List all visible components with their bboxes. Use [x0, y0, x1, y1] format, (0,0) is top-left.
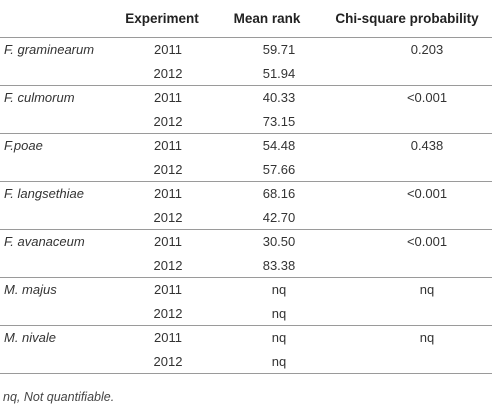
experiment-cell: 2012 [112, 61, 212, 86]
header-chi-square-probability: Chi-square probability [322, 0, 492, 38]
header-row: Experiment Mean rank Chi-square probabil… [0, 0, 492, 38]
mean-rank-cell: 68.16 [262, 186, 296, 202]
species-cell: F. graminearum [4, 42, 95, 58]
experiment-cell: 2012 [112, 253, 212, 278]
species-cell [0, 61, 112, 86]
experiment-cell: 2012 [112, 205, 212, 230]
table-footnote: nq, Not quantifiable. [3, 390, 115, 404]
mean-rank-cell: 40.33 [262, 90, 296, 106]
mean-rank-cell: 42.70 [212, 205, 322, 230]
header-mean-rank: Mean rank [212, 0, 322, 38]
experiment-cell: 2011 [154, 234, 182, 250]
experiment-cell: 2011 [154, 138, 182, 154]
species-cell: F.poae [4, 138, 43, 154]
chi-square-probability-cell: <0.001 [406, 186, 448, 202]
table-row: M. majus 2011 nq nq [0, 278, 492, 302]
experiment-cell: 2012 [112, 349, 212, 374]
mean-rank-cell: 57.66 [212, 157, 322, 182]
table-row: 2012 51.94 [0, 61, 492, 86]
experiment-cell: 2012 [112, 301, 212, 326]
chi-square-probability-cell [322, 253, 492, 278]
table-row: 2012 nq [0, 301, 492, 326]
table-row: M. nivale 2011 nq nq [0, 326, 492, 350]
species-cell [0, 253, 112, 278]
species-cell: F. langsethiae [4, 186, 84, 202]
chi-square-probability-cell [322, 61, 492, 86]
chi-square-probability-cell: 0.438 [410, 138, 444, 154]
mean-rank-cell: 30.50 [262, 234, 296, 250]
mean-rank-cell: nq [212, 301, 322, 326]
chi-square-probability-cell [322, 205, 492, 230]
mean-rank-cell: 83.38 [212, 253, 322, 278]
species-cell [0, 301, 112, 326]
experiment-cell: 2011 [154, 330, 182, 346]
table-row: 2012 83.38 [0, 253, 492, 278]
header-species [0, 0, 112, 38]
chi-square-probability-cell [322, 157, 492, 182]
species-cell: M. nivale [4, 330, 57, 346]
species-cell [0, 109, 112, 134]
mean-rank-cell: 73.15 [212, 109, 322, 134]
chi-square-probability-cell: 0.203 [410, 42, 444, 58]
species-cell [0, 205, 112, 230]
chi-square-probability-cell [322, 349, 492, 374]
mean-rank-cell: 51.94 [212, 61, 322, 86]
chi-square-probability-cell [322, 301, 492, 326]
table-row: 2012 42.70 [0, 205, 492, 230]
species-cell: M. majus [4, 282, 57, 298]
table-row: 2012 73.15 [0, 109, 492, 134]
species-cell [0, 349, 112, 374]
mean-rank-cell: nq [271, 282, 287, 298]
mean-rank-cell: nq [271, 330, 287, 346]
experiment-cell: 2011 [154, 186, 182, 202]
experiment-cell: 2011 [154, 90, 182, 106]
table-body: F. graminearum 2011 59.71 0.203 2012 51.94 F. … [0, 38, 492, 374]
species-cell [0, 157, 112, 182]
mean-rank-cell: 59.71 [262, 42, 296, 58]
chi-square-probability-cell: <0.001 [406, 90, 448, 106]
table-row: F. culmorum 2011 40.33 <0.001 [0, 86, 492, 110]
table-row: F. langsethiae 2011 68.16 <0.001 [0, 182, 492, 206]
mean-rank-cell: 54.48 [262, 138, 296, 154]
species-cell: F. culmorum [4, 90, 75, 106]
species-cell: F. avanaceum [4, 234, 85, 250]
chi-square-probability-cell: <0.001 [406, 234, 448, 250]
experiment-cell: 2012 [112, 157, 212, 182]
table-row: F.poae 2011 54.48 0.438 [0, 134, 492, 158]
table-row: F. graminearum 2011 59.71 0.203 [0, 38, 492, 62]
experiment-cell: 2011 [154, 282, 182, 298]
mean-rank-table: Experiment Mean rank Chi-square probabil… [0, 0, 492, 374]
chi-square-probability-cell: nq [419, 330, 435, 346]
mean-rank-cell: nq [212, 349, 322, 374]
chi-square-probability-cell [322, 109, 492, 134]
experiment-cell: 2012 [112, 109, 212, 134]
table-row: F. avanaceum 2011 30.50 <0.001 [0, 230, 492, 254]
experiment-cell: 2011 [154, 42, 182, 58]
table-row: 2012 nq [0, 349, 492, 374]
chi-square-probability-cell: nq [419, 282, 435, 298]
table-row: 2012 57.66 [0, 157, 492, 182]
header-experiment: Experiment [112, 0, 212, 38]
